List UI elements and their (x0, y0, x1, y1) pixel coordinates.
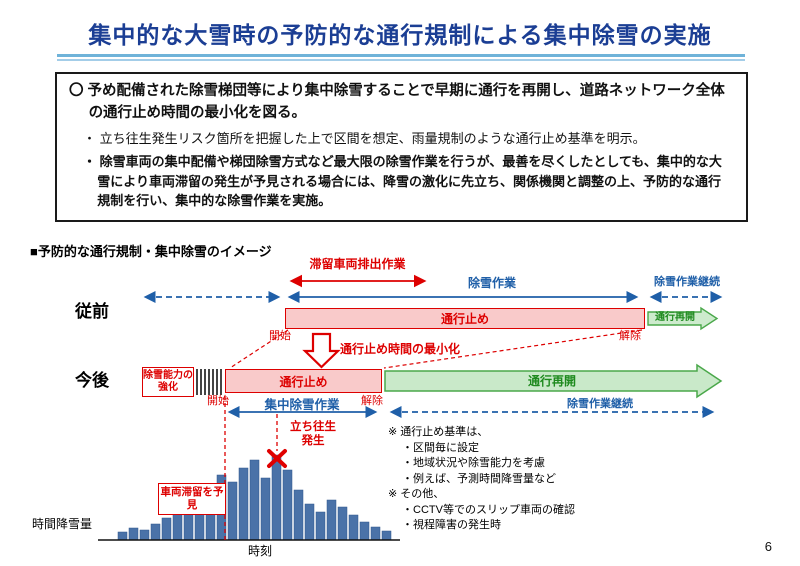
stuck-occurrence-label: 立ち往生発生 (290, 421, 336, 447)
road-closed-label-before: 通行止め (440, 312, 489, 326)
congestion-foreseen-box: 車両滞留を予見 (158, 483, 226, 515)
snowfall-bar (128, 527, 139, 541)
snowfall-bar (260, 477, 271, 541)
reopen-label-after: 通行再開 (527, 374, 576, 388)
diagram-graphics (98, 274, 723, 541)
closure-release-label-before: 解除 (619, 330, 641, 342)
intensive-removal-label: 集中除雪作業 (264, 398, 340, 412)
summary-box: 〇 予め配備された除雪梯団等により集中除雪することで早期に通行を再開し、道路ネッ… (55, 72, 748, 222)
note-line: ・地域状況や除雪能力を考慮 (402, 457, 545, 469)
removal-continue-bottom-label: 除雪作業継続 (567, 398, 633, 410)
link-dashed-right (383, 329, 643, 369)
snowfall-bar (359, 521, 370, 541)
snowfall-bar (293, 489, 304, 541)
snowfall-bar (238, 467, 249, 541)
snowfall-bar (348, 514, 359, 541)
page-number: 6 (764, 539, 772, 554)
reopen-arrow-after (384, 363, 723, 399)
snowfall-bar (227, 481, 238, 541)
summary-bullet-1: ・ 立ち往生発生リスク箇所を把握した上で区間を想定、雨量規制のような通行止め基準… (83, 130, 646, 146)
snowfall-bar (249, 459, 260, 541)
capacity-strengthen-box: 除雪能力の強化 (142, 367, 194, 397)
snowfall-bar (150, 523, 161, 541)
road-closed-label-after: 通行止め (279, 374, 328, 389)
page-title: 集中的な大雪時の予防的な通行規制による集中除雪の実施 (88, 22, 712, 48)
note-line: ・視程障害の発生時 (402, 519, 501, 531)
removal-continue-top-label: 除雪作業継続 (654, 276, 720, 288)
removal-work-label: 除雪作業 (467, 276, 516, 290)
closure-criteria-notes: ※ 通行止め基準は、 ・区間毎に設定 ・地域状況や除雪能力を考慮 ・例えば、予測… (388, 425, 638, 534)
down-arrow-icon (302, 332, 341, 369)
timeline-diagram: 滞留車両排出作業 除雪作業 除雪作業継続 従前 通行止め 通行再開 開始 解除 … (0, 255, 800, 566)
snowfall-bar (326, 499, 337, 541)
road-closed-box-before: 通行止め (285, 308, 645, 329)
x-mark-icon (267, 449, 287, 468)
closure-start-label-after: 開始 (207, 395, 229, 407)
after-row-label: 今後 (75, 371, 109, 390)
note-line: ※ その他、 (388, 488, 445, 500)
x-axis-label: 時刻 (247, 544, 272, 558)
stranded-discharge-label: 滞留車両排出作業 (309, 257, 406, 271)
snowfall-bar (161, 517, 172, 541)
summary-bullet-2: ・ 除雪車両の集中配備や梯団除雪方式など最大限の除雪作業を行うが、最善を尽くした… (83, 154, 722, 209)
note-line: ・区間毎に設定 (402, 441, 479, 454)
diagram-heading: ■予防的な通行規制・集中除雪のイメージ (30, 244, 272, 259)
title-underline (57, 54, 745, 61)
note-line: ・例えば、予測時間降雪量など (402, 472, 556, 485)
closure-release-label-after: 解除 (361, 395, 383, 407)
snowfall-bar (271, 454, 282, 541)
snowfall-bar-chart (117, 454, 392, 541)
road-closed-box-after: 通行止め (225, 369, 382, 393)
note-line: ・CCTV等でのスリップ車両の確認 (402, 503, 575, 516)
snowfall-bar (139, 529, 150, 541)
summary-lead: 〇 予め配備された除雪梯団等により集中除雪することで早期に通行を再開し、道路ネッ… (69, 83, 725, 121)
snowfall-bar (370, 526, 381, 541)
before-row-label: 従前 (75, 302, 109, 321)
snowfall-bar (282, 469, 293, 541)
minimize-time-label: 通行止め時間の最小化 (340, 342, 461, 356)
link-dashed-left (229, 329, 289, 369)
closure-start-label-before: 開始 (269, 330, 291, 342)
hatch-marks (196, 369, 222, 395)
note-line: ※ 通行止め基準は、 (388, 426, 489, 438)
snowfall-bar (315, 511, 326, 541)
snowfall-bar (337, 506, 348, 541)
snowfall-bar (304, 503, 315, 541)
snowfall-bar (117, 531, 128, 541)
y-axis-label: 時間降雪量 (31, 517, 92, 531)
reopen-arrow-before (647, 306, 719, 331)
snowfall-bar (183, 513, 194, 541)
reopen-label-before: 通行再開 (655, 312, 695, 323)
